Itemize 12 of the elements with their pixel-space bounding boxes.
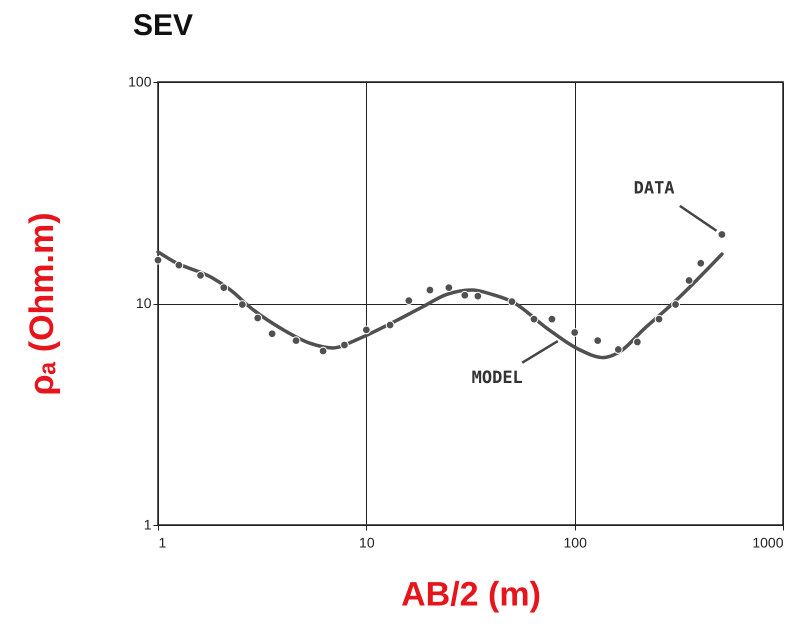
x-tick-label: 10: [359, 534, 375, 550]
annotation: DATA: [634, 178, 675, 198]
chart-title: SEV: [133, 9, 194, 42]
y-axis-title: ρₐ (Ohm.m): [23, 212, 62, 396]
x-axis-title: AB/2 (m): [401, 576, 541, 614]
x-tick-label: 100: [563, 534, 588, 550]
y-tick-label: 100: [128, 74, 152, 90]
x-tick-label: 1000: [752, 534, 784, 550]
annotation: MODEL: [472, 368, 523, 388]
y-tick-label: 10: [136, 295, 152, 311]
y-tick-label: 1: [144, 516, 152, 532]
x-tick-label: 1: [158, 534, 166, 550]
